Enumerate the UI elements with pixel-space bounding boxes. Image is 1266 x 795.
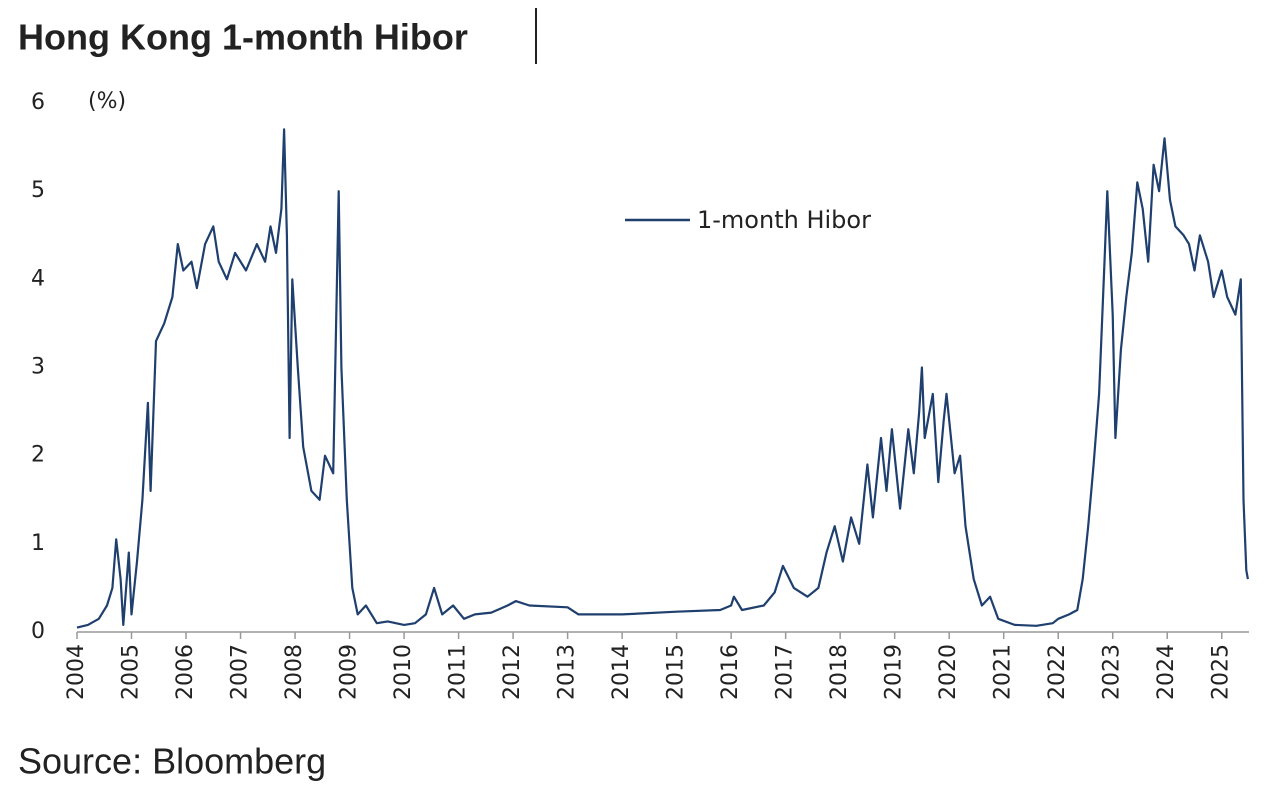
legend-label: 1-month Hibor xyxy=(697,206,871,234)
x-tick-label: 2021 xyxy=(991,644,1016,700)
x-tick-label: 2004 xyxy=(64,644,89,700)
x-tick-label: 2009 xyxy=(337,644,362,700)
x-tick-label: 2014 xyxy=(609,644,634,700)
x-tick-label: 2016 xyxy=(718,644,743,700)
x-tick-label: 2006 xyxy=(173,644,198,700)
x-tick-label: 2007 xyxy=(228,644,253,700)
y-tick-label: 4 xyxy=(31,266,45,291)
line-series xyxy=(76,128,1249,629)
x-tick-label: 2018 xyxy=(827,644,852,700)
y-tick-label: 6 xyxy=(31,90,45,115)
x-tick-label: 2025 xyxy=(1209,644,1234,700)
x-tick-label: 2019 xyxy=(882,644,907,700)
x-tick-label: 2020 xyxy=(936,644,961,700)
x-tick-label: 2010 xyxy=(391,644,416,700)
source: Source: Bloomberg xyxy=(18,741,326,782)
y-tick-label: 3 xyxy=(31,355,45,380)
y-tick-label: 5 xyxy=(31,178,45,203)
y-axis-label: (%) xyxy=(88,89,126,114)
chart-title: Hong Kong 1-month Hibor xyxy=(18,17,468,58)
y-tick-label: 0 xyxy=(31,619,45,644)
x-tick-label: 2012 xyxy=(500,644,525,700)
x-tick-label: 2013 xyxy=(555,644,580,700)
x-tick-label: 2008 xyxy=(282,644,307,700)
x-tick-label: 2022 xyxy=(1045,644,1070,700)
x-tick-label: 2024 xyxy=(1154,644,1179,700)
x-tick-label: 2023 xyxy=(1100,644,1125,700)
y-tick-label: 2 xyxy=(31,443,45,468)
y-tick-label: 1 xyxy=(31,531,45,556)
x-tick-label: 2015 xyxy=(664,644,689,700)
x-tick-label: 2017 xyxy=(773,644,798,700)
x-tick-label: 2011 xyxy=(446,644,471,700)
x-tick-label: 2005 xyxy=(119,644,144,700)
